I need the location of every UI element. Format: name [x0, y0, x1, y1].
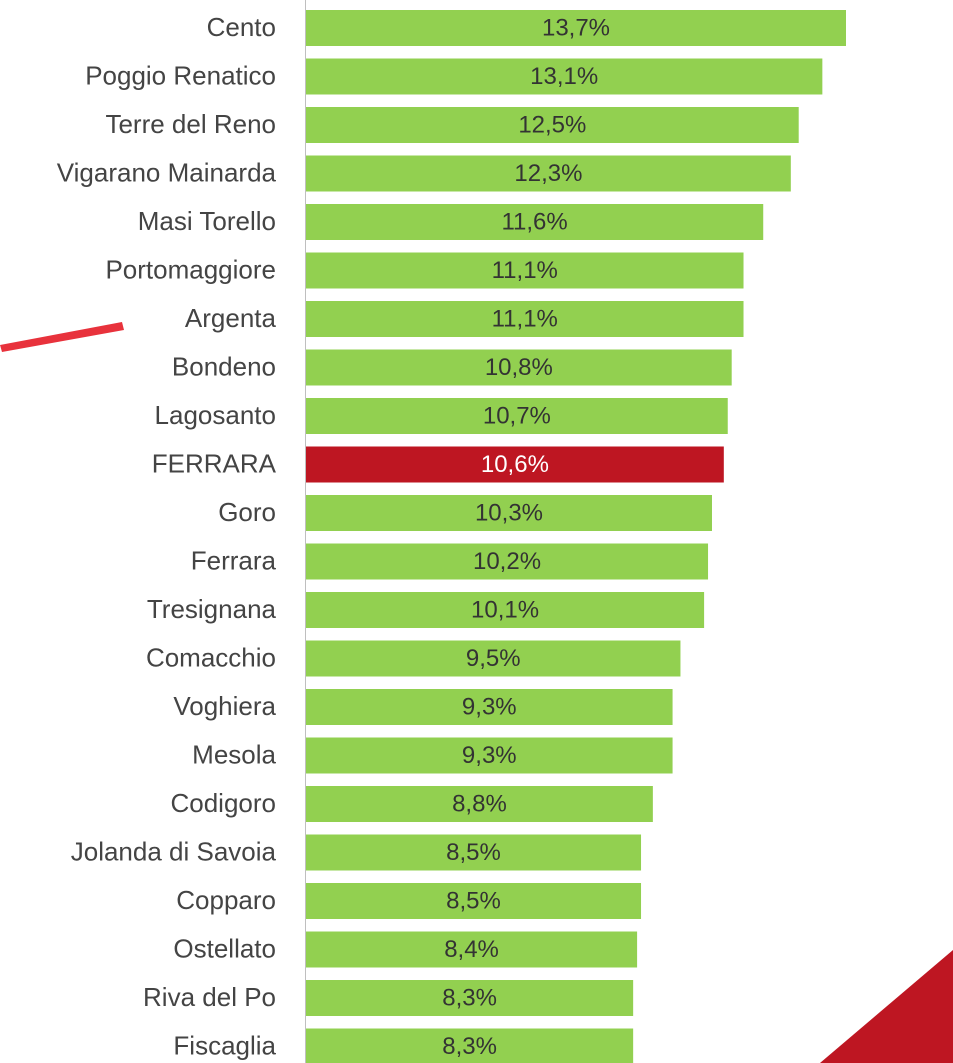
category-label: Masi Torello: [138, 206, 276, 236]
bars: Cento 13,7% Poggio Renatico 13,1% Terre del …: [57, 10, 846, 1063]
category-label: Fiscaglia: [173, 1030, 276, 1060]
value-label: 10,3%: [475, 499, 543, 526]
value-label: 12,5%: [518, 111, 586, 138]
category-label: Mesola: [192, 739, 276, 769]
value-label: 8,5%: [446, 887, 501, 914]
value-label: 9,3%: [462, 693, 517, 720]
category-label: Portomaggiore: [105, 254, 276, 284]
decor-stroke: [0, 322, 124, 352]
category-label: Lagosanto: [155, 400, 276, 430]
value-label: 10,1%: [471, 596, 539, 623]
value-label: 13,7%: [542, 14, 610, 41]
category-label: Goro: [218, 497, 276, 527]
category-label: Jolanda di Savoia: [71, 836, 277, 866]
category-label: Bondeno: [172, 351, 276, 381]
decor-corner: [820, 950, 953, 1063]
category-label: Voghiera: [173, 691, 276, 721]
category-label: Copparo: [176, 885, 276, 915]
value-label: 12,3%: [514, 160, 582, 187]
category-label: Poggio Renatico: [85, 60, 276, 90]
category-label: Cento: [207, 12, 276, 42]
value-label: 10,7%: [483, 402, 551, 429]
value-label: 10,8%: [485, 354, 553, 381]
value-label: 9,5%: [466, 645, 521, 672]
category-label: Terre del Reno: [105, 109, 276, 139]
value-label: 9,3%: [462, 742, 517, 769]
value-label: 13,1%: [530, 63, 598, 90]
category-label: Ostellato: [173, 933, 276, 963]
value-label: 8,3%: [442, 984, 497, 1011]
category-label: Ferrara: [191, 545, 277, 575]
value-label: 8,4%: [444, 936, 499, 963]
chart: Cento 13,7% Poggio Renatico 13,1% Terre del …: [0, 0, 953, 1063]
category-label: Riva del Po: [143, 982, 276, 1012]
category-label: Argenta: [185, 303, 277, 333]
value-label: 10,6%: [481, 451, 549, 478]
value-label: 10,2%: [473, 548, 541, 575]
category-label: Comacchio: [146, 642, 276, 672]
value-label: 8,3%: [442, 1033, 497, 1060]
value-label: 11,6%: [501, 208, 567, 235]
value-label: 8,8%: [452, 790, 507, 817]
value-label: 11,1%: [492, 257, 558, 284]
category-label: Codigoro: [170, 788, 276, 818]
category-label: FERRARA: [152, 448, 277, 478]
value-label: 11,1%: [492, 305, 558, 332]
category-label: Tresignana: [147, 594, 277, 624]
value-label: 8,5%: [446, 839, 501, 866]
category-label: Vigarano Mainarda: [57, 157, 277, 187]
